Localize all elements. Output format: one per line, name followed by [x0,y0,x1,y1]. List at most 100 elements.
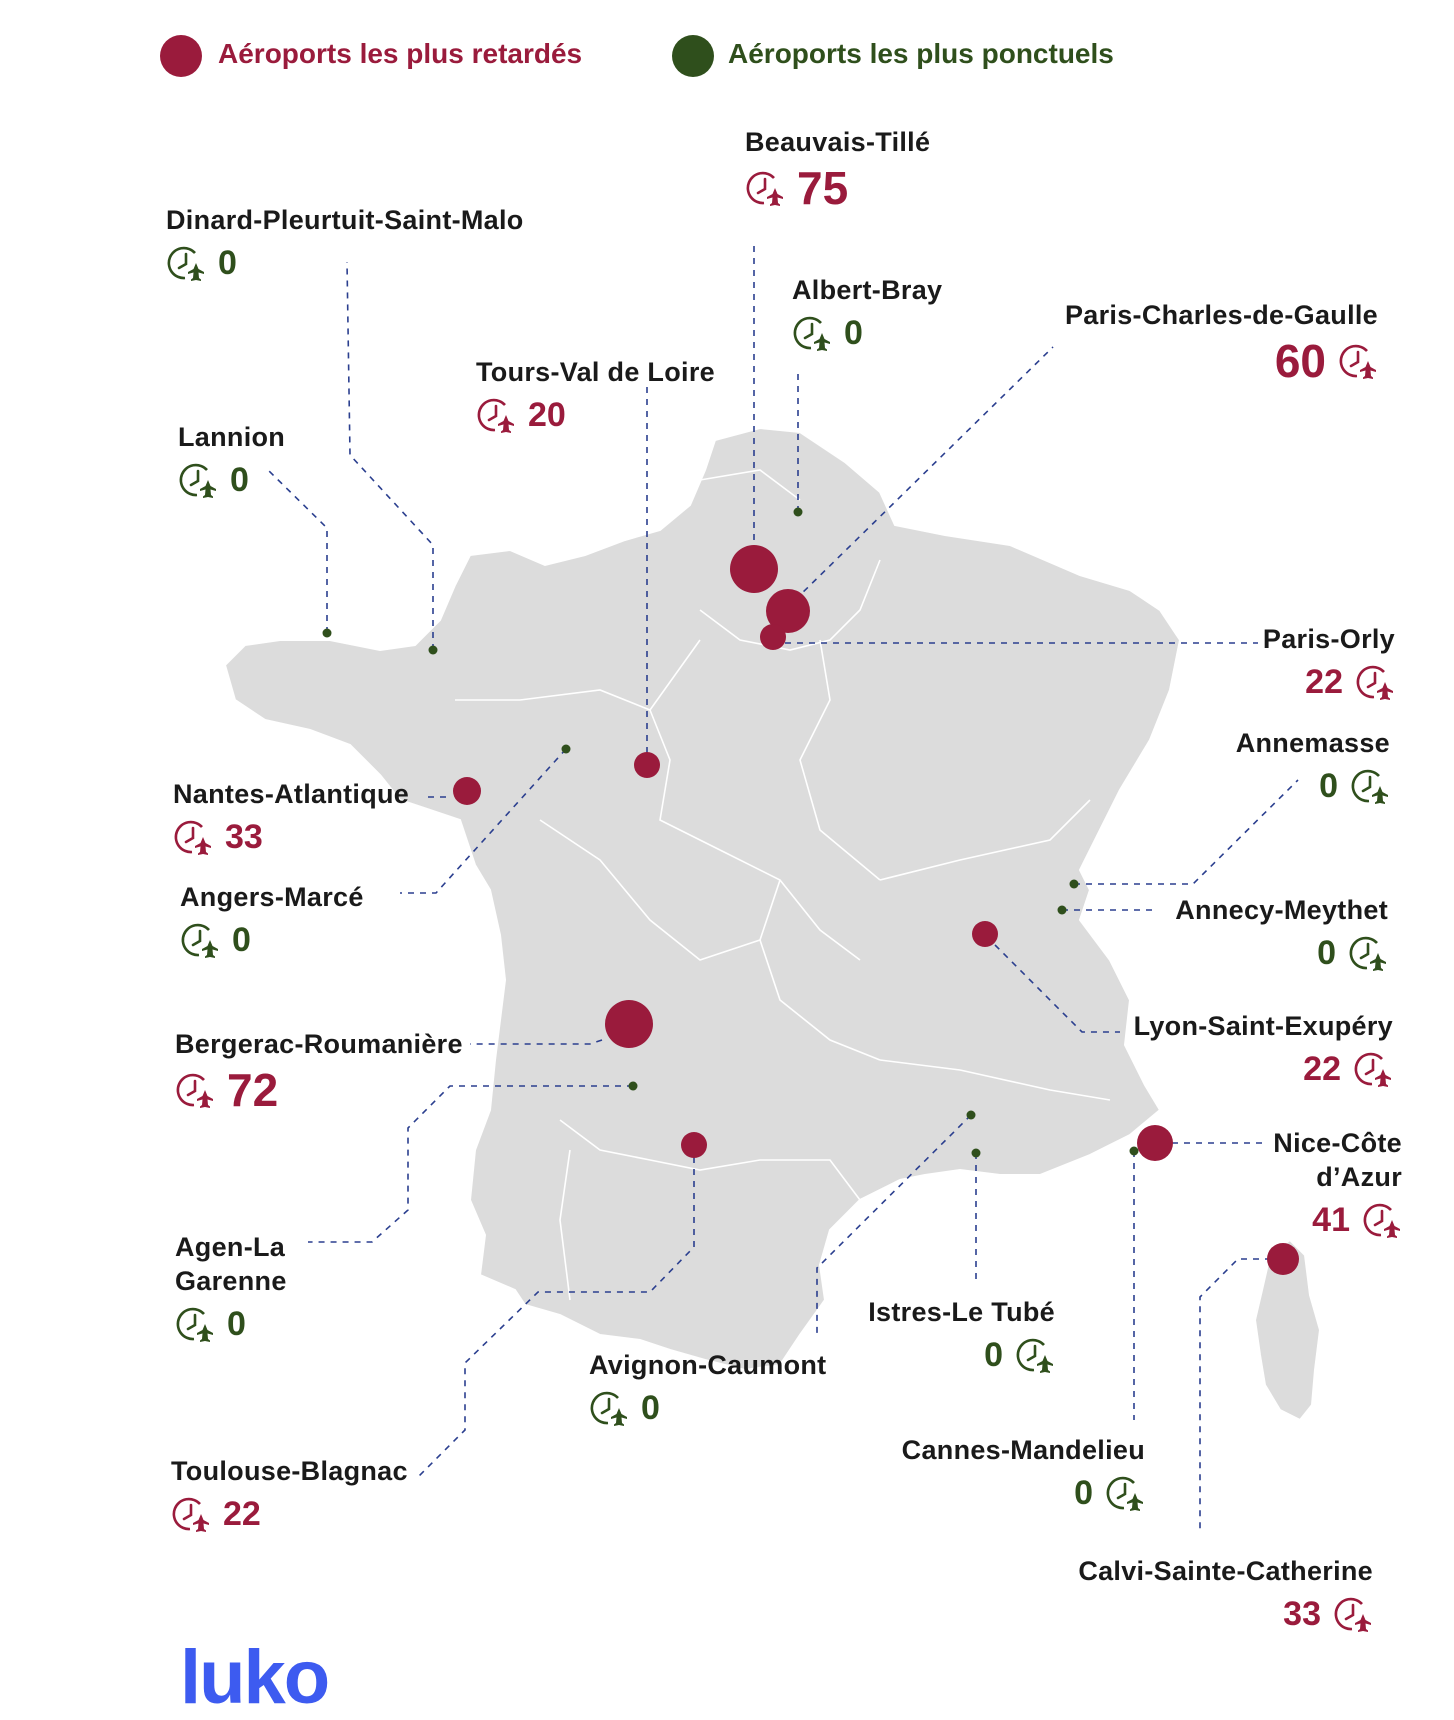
airport-marker-orly [760,624,786,650]
clock-plane-icon [176,1073,213,1108]
airport-name: Istres-Le Tubé [868,1297,1055,1327]
airport-name: Albert-Bray [792,275,943,305]
airport-name: Paris-Orly [1262,624,1395,654]
airport-delay-value: 0 [641,1389,660,1427]
leader-line-angers [400,748,567,894]
airport-value-row: 20 [476,395,715,435]
airport-marker-angers [561,744,571,754]
airport-label-avignon: Avignon-Caumont 0 [589,1348,826,1428]
airport-name: Toulouse-Blagnac [171,1456,408,1486]
clock-plane-icon [1106,1476,1143,1511]
clock-plane-icon [176,1307,213,1342]
airport-label-albert: Albert-Bray 0 [792,273,942,353]
corsica-shape [1253,1238,1322,1422]
airport-delay-value: 0 [230,461,249,499]
airport-name: Lannion [178,422,286,452]
airport-value-row: 22 [171,1494,408,1534]
airport-label-orly: Paris-Orly 22 [1263,622,1395,702]
clock-plane-icon [793,316,830,351]
airport-marker-tours [634,752,660,778]
legend-punctual-dot [672,35,714,77]
airport-name: Angers-Marcé [180,882,364,912]
clock-plane-icon [1354,1052,1391,1087]
clock-plane-icon [1016,1338,1053,1373]
airport-label-annecy: Annecy-Meythet 0 [1175,893,1388,973]
airport-label-cdg: Paris-Charles-de-Gaulle 60 [1065,298,1378,384]
airport-name: Cannes-Mandelieu [901,1435,1145,1465]
airport-delay-value: 41 [1312,1201,1350,1239]
airport-name: Annecy-Meythet [1175,895,1388,925]
airport-value-row: 22 [1263,662,1395,702]
leader-lines [267,245,1299,1530]
clock-plane-icon [590,1391,627,1426]
airport-delay-value: 33 [225,818,263,856]
legend-punctual-label: Aéroports les plus ponctuels [728,38,1114,69]
airport-value-row: 75 [745,165,930,211]
airport-marker-avignon [966,1110,976,1120]
clock-plane-icon [1363,1203,1400,1238]
airport-name: Annemasse [1235,728,1390,758]
airport-label-lannion: Lannion 0 [178,420,285,500]
airport-name: Bergerac-Roumanière [175,1029,463,1059]
airport-value-row: 0 [589,1388,826,1428]
airport-name: Dinard-Pleurtuit-Saint-Malo [166,205,524,235]
airport-value-row: 0 [868,1335,1055,1375]
clock-plane-icon [1349,936,1386,971]
airport-delay-value: 22 [223,1495,261,1533]
airport-value-row: 33 [1078,1594,1373,1634]
airport-marker-bergerac [605,1000,653,1048]
airport-delay-value: 22 [1305,663,1343,701]
airport-name: Avignon-Caumont [589,1350,827,1380]
airport-marker-annemasse [1069,879,1079,889]
airport-name: Nice-Côte d’Azur [1273,1128,1402,1192]
clock-plane-icon [181,923,218,958]
region-borders [455,469,1111,1301]
airport-value-row: 0 [180,920,364,960]
airport-delay-value: 0 [218,244,237,282]
luko-logo: luko [180,1635,330,1720]
airport-value-row: 0 [166,243,524,283]
leader-line-toulouse [417,1145,695,1478]
mainland-france-shape [223,426,1182,1372]
airport-label-nice: Nice-Côte d’Azur 41 [1242,1126,1402,1240]
airport-label-agen: Agen-La Garenne 0 [175,1230,305,1344]
airport-value-row: 33 [173,817,409,857]
airport-name: Tours-Val de Loire [476,357,715,387]
airport-label-lyon: Lyon-Saint-Exupéry 22 [1134,1009,1393,1089]
airport-marker-annecy [1057,905,1067,915]
airport-name: Agen-La Garenne [175,1232,287,1296]
airport-value-row: 22 [1134,1049,1393,1089]
leader-line-lannion [267,469,328,633]
airport-value-row: 0 [1236,766,1390,806]
airport-marker-albert [793,507,803,517]
airport-markers [322,507,1299,1275]
airport-value-row: 41 [1242,1200,1402,1240]
airport-value-row: 0 [902,1473,1145,1513]
airport-marker-calvi [1267,1243,1299,1275]
airport-label-tours: Tours-Val de Loire 20 [476,355,715,435]
airport-delay-value: 22 [1303,1050,1341,1088]
airport-label-annemasse: Annemasse 0 [1236,726,1390,806]
airport-label-istres: Istres-Le Tubé 0 [868,1295,1055,1375]
airport-marker-nice [1137,1125,1173,1161]
airport-marker-toulouse [681,1132,707,1158]
airport-delay-value: 75 [797,162,849,214]
airport-label-nantes: Nantes-Atlantique 33 [173,777,409,857]
leader-line-lyon [994,944,1120,1033]
airport-value-row: 60 [1065,338,1378,384]
clock-plane-icon [167,246,204,281]
clock-plane-icon [746,171,783,206]
airport-delay-value: 0 [1317,934,1336,972]
airport-delay-value: 0 [844,314,863,352]
airport-marker-dinard [428,645,438,655]
airport-label-beauvais: Beauvais-Tillé 75 [745,125,930,211]
airport-value-row: 72 [175,1067,463,1113]
airport-marker-agen [628,1081,638,1091]
airport-delay-value: 0 [1074,1474,1093,1512]
airport-name: Paris-Charles-de-Gaulle [1064,300,1378,330]
airport-label-toulouse: Toulouse-Blagnac 22 [171,1454,408,1534]
clock-plane-icon [1356,665,1393,700]
airport-marker-nantes [453,777,481,805]
